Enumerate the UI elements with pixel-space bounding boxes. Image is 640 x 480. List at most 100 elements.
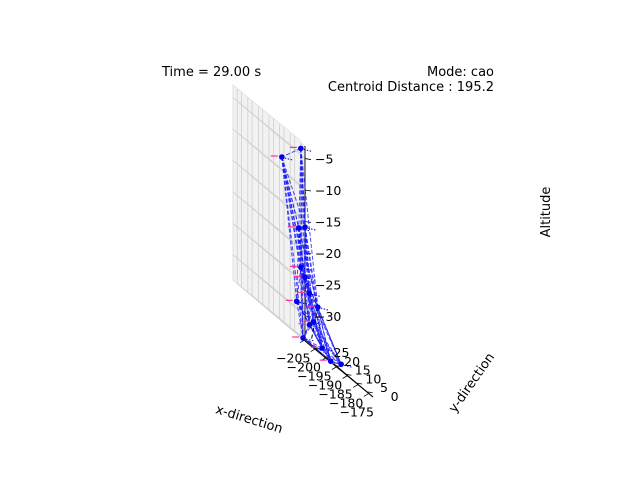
- z-grid-line: [232, 223, 306, 285]
- agent-heading: [307, 227, 317, 231]
- x-tick-label: −205: [276, 351, 310, 366]
- mode-text: Mode: cao: [427, 65, 494, 80]
- y-tick: [355, 382, 363, 385]
- agent-point: [300, 335, 306, 341]
- agent-heading: [312, 293, 321, 297]
- formation-edge: [296, 301, 304, 339]
- z-tick-label: −10: [315, 183, 341, 198]
- z-tick: [304, 158, 312, 160]
- formation-edge: [317, 307, 332, 362]
- agent-point: [338, 361, 344, 368]
- agent-heading: [284, 157, 293, 161]
- z-grid-line: [232, 160, 306, 222]
- z-grid-line: [232, 254, 306, 317]
- formation-edge: [300, 148, 304, 338]
- agent-point: [298, 264, 304, 271]
- agent-heading: [333, 361, 342, 365]
- y-tick-label: 10: [365, 371, 381, 386]
- agent-heading: [344, 364, 353, 368]
- formation-edge: [308, 293, 323, 349]
- x-tick-label: −190: [308, 378, 342, 393]
- z-axis-label: Altitude: [539, 187, 554, 238]
- x-tick-label: −180: [329, 395, 363, 410]
- agent-heading: [303, 148, 312, 152]
- formation-edge: [313, 321, 342, 365]
- time-text: Time = 29.00 s: [161, 65, 261, 80]
- z-tick-label: −15: [315, 214, 341, 229]
- x-tick: [342, 375, 348, 379]
- formation-edge: [317, 307, 323, 349]
- y-tick-label: 15: [355, 363, 371, 378]
- x-tick: [363, 393, 369, 397]
- agent-heading: [324, 348, 334, 352]
- formation-edge: [317, 306, 342, 365]
- z-grid-line: [232, 128, 306, 191]
- z-grid-line: [232, 97, 306, 159]
- formation-edge: [304, 227, 310, 294]
- x-tick: [310, 348, 317, 352]
- z-tick-label: −20: [315, 246, 341, 261]
- agent-point: [306, 321, 313, 328]
- formation-edge: [281, 147, 302, 158]
- y-tick: [345, 373, 352, 376]
- agent-heading: [312, 325, 321, 329]
- agent-point: [298, 145, 304, 152]
- agent-points: [270, 145, 353, 368]
- y-grid-line: [241, 92, 314, 349]
- y-axis-label: y-direction: [446, 350, 498, 415]
- formation-edge: [296, 227, 300, 302]
- agent-heading: [299, 301, 308, 305]
- formation-edge: [308, 293, 342, 365]
- x-tick-label: −195: [297, 369, 331, 384]
- x-tick-label: −200: [287, 360, 321, 375]
- formation-edge: [300, 148, 319, 308]
- formation-edge: [281, 156, 306, 228]
- formation-edge: [281, 156, 304, 339]
- x-tick: [331, 366, 338, 370]
- formation-edge: [308, 293, 315, 323]
- agent-point: [302, 224, 308, 230]
- agent-heading: [301, 228, 310, 232]
- formation-edge: [309, 324, 342, 365]
- agent-point: [327, 358, 334, 364]
- formation-edge: [281, 156, 310, 325]
- x-tick-label: −175: [340, 404, 374, 419]
- agent-point: [315, 304, 321, 310]
- formation-edge: [296, 301, 314, 323]
- z-tick: [304, 189, 312, 192]
- agent-point: [295, 225, 302, 231]
- y-tick-label: 25: [334, 345, 350, 360]
- formation-edge: [300, 267, 310, 325]
- y-tick-label: 0: [391, 389, 399, 404]
- agent-point: [310, 319, 317, 325]
- agent-point: [279, 154, 285, 160]
- y-tick: [366, 391, 373, 394]
- agent-heading: [305, 338, 315, 342]
- agent-heading: [303, 267, 313, 271]
- agent-point: [293, 298, 300, 305]
- agent-point: [302, 274, 308, 281]
- agent-heading: [308, 277, 317, 281]
- z-grid-line: [232, 191, 306, 254]
- formation-edge: [302, 337, 342, 365]
- x-axis-label: x-direction: [214, 402, 285, 437]
- y-tick-label: 20: [344, 354, 360, 369]
- z-tick-label: −5: [315, 152, 333, 167]
- agent-point: [319, 345, 325, 351]
- formation-edge: [302, 337, 331, 362]
- centroid-distance-text: Centroid Distance : 195.2: [328, 80, 494, 95]
- y-axis-line: [304, 340, 374, 398]
- z-tick: [304, 221, 312, 223]
- formation-edge: [313, 321, 332, 362]
- formation-edge: [302, 337, 323, 349]
- z-tick-label: −30: [315, 309, 341, 324]
- z-tick-label: −25: [315, 277, 341, 292]
- agent-heading: [316, 322, 325, 326]
- x-tick-label: −185: [318, 386, 352, 401]
- y-tick-label: 5: [380, 380, 388, 395]
- x-tick: [352, 384, 359, 388]
- agent-heading: [320, 307, 329, 311]
- formation-edge: [296, 301, 342, 365]
- agent-point: [306, 290, 313, 297]
